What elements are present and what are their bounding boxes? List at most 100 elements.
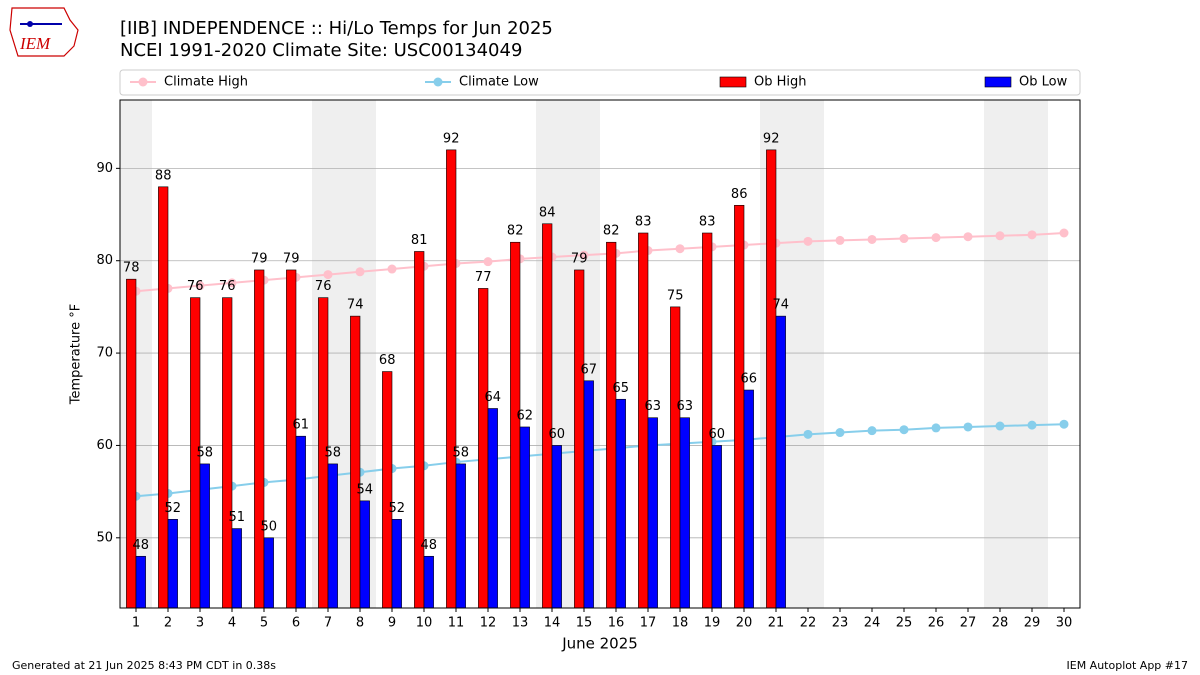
weekend-shade — [984, 100, 1016, 608]
bar — [606, 241, 617, 609]
line-point — [1027, 420, 1037, 430]
line-point — [1059, 419, 1069, 429]
footer-left: Generated at 21 Jun 2025 8:43 PM CDT in … — [12, 659, 276, 672]
x-tick-label: 12 — [480, 616, 497, 631]
data-label: 61 — [293, 418, 310, 433]
x-tick-label: 18 — [672, 616, 689, 631]
bar — [478, 288, 489, 609]
data-label: 50 — [261, 519, 278, 534]
legend-swatch — [719, 76, 747, 88]
data-label: 63 — [677, 399, 694, 414]
x-tick-label: 2 — [164, 616, 172, 631]
x-tick-label: 22 — [800, 616, 817, 631]
data-label: 58 — [325, 445, 342, 460]
x-tick-label: 15 — [576, 616, 593, 631]
chart-subtitle: NCEI 1991-2020 Climate Site: USC00134049 — [120, 40, 522, 61]
line-point — [355, 267, 365, 277]
y-tick-label: 60 — [96, 438, 113, 453]
bar — [638, 232, 649, 609]
x-tick-label: 3 — [196, 616, 204, 631]
bar — [574, 269, 585, 609]
line-point — [803, 236, 813, 246]
bar — [551, 445, 562, 609]
x-tick-label: 27 — [960, 616, 977, 631]
x-tick-label: 11 — [448, 616, 465, 631]
logo-dot — [27, 21, 33, 27]
x-tick-label: 6 — [292, 616, 300, 631]
bar — [615, 398, 626, 609]
bar — [126, 278, 137, 609]
x-tick-label: 4 — [228, 616, 236, 631]
data-label: 51 — [229, 510, 246, 525]
legend — [119, 69, 1081, 96]
y-tick-label: 80 — [96, 253, 113, 268]
x-tick-label: 5 — [260, 616, 268, 631]
data-label: 79 — [283, 251, 300, 266]
data-label: 74 — [773, 298, 790, 313]
line-point — [1059, 228, 1069, 238]
bar — [670, 306, 681, 609]
data-label: 81 — [411, 233, 428, 248]
data-label: 77 — [475, 270, 492, 285]
bar — [391, 519, 402, 609]
bar — [519, 426, 530, 609]
bar — [359, 500, 370, 609]
data-label: 92 — [443, 131, 460, 146]
data-label: 84 — [539, 205, 556, 220]
bar — [510, 241, 521, 609]
x-tick-label: 9 — [388, 616, 396, 631]
x-tick-label: 19 — [704, 616, 721, 631]
x-tick-label: 24 — [864, 616, 881, 631]
x-tick-label: 16 — [608, 616, 625, 631]
y-tick-label: 90 — [96, 161, 113, 176]
data-label: 82 — [507, 224, 524, 239]
weekend-shade — [1016, 100, 1048, 608]
line-point — [387, 264, 397, 274]
bar — [455, 463, 466, 609]
x-tick-label: 25 — [896, 616, 913, 631]
x-tick-label: 26 — [928, 616, 945, 631]
line-point — [867, 426, 877, 436]
bar — [135, 555, 146, 609]
chart-title: [IIB] INDEPENDENCE :: Hi/Lo Temps for Ju… — [120, 18, 553, 39]
weekend-shade — [792, 100, 824, 608]
x-tick-label: 28 — [992, 616, 1009, 631]
bar — [158, 186, 169, 609]
data-label: 75 — [667, 288, 684, 303]
data-label: 83 — [699, 215, 716, 230]
data-label: 54 — [357, 482, 374, 497]
bar — [766, 149, 777, 609]
x-tick-label: 14 — [544, 616, 561, 631]
legend-marker — [433, 77, 443, 87]
bar — [702, 232, 713, 609]
data-label: 74 — [347, 298, 364, 313]
data-label: 58 — [453, 445, 470, 460]
line-point — [899, 425, 909, 435]
line-point — [963, 232, 973, 242]
line-point — [483, 257, 493, 267]
bar — [743, 389, 754, 609]
x-tick-label: 7 — [324, 616, 332, 631]
y-tick-label: 50 — [96, 530, 113, 545]
line-point — [675, 244, 685, 254]
bar — [295, 435, 306, 609]
line-point — [579, 250, 589, 260]
bar — [487, 408, 498, 609]
bar — [423, 555, 434, 609]
x-tick-label: 23 — [832, 616, 849, 631]
line-point — [931, 233, 941, 243]
x-axis-label: June 2025 — [561, 635, 638, 653]
logo-text: IEM — [19, 34, 51, 53]
data-label: 83 — [635, 215, 652, 230]
bar — [263, 537, 274, 609]
x-tick-label: 10 — [416, 616, 433, 631]
x-tick-label: 1 — [132, 616, 140, 631]
line-point — [227, 278, 237, 288]
data-label: 58 — [197, 445, 214, 460]
logo: IEM — [9, 7, 79, 57]
bar — [350, 315, 361, 609]
data-label: 79 — [251, 251, 268, 266]
line-point — [835, 235, 845, 245]
line-point — [835, 428, 845, 438]
